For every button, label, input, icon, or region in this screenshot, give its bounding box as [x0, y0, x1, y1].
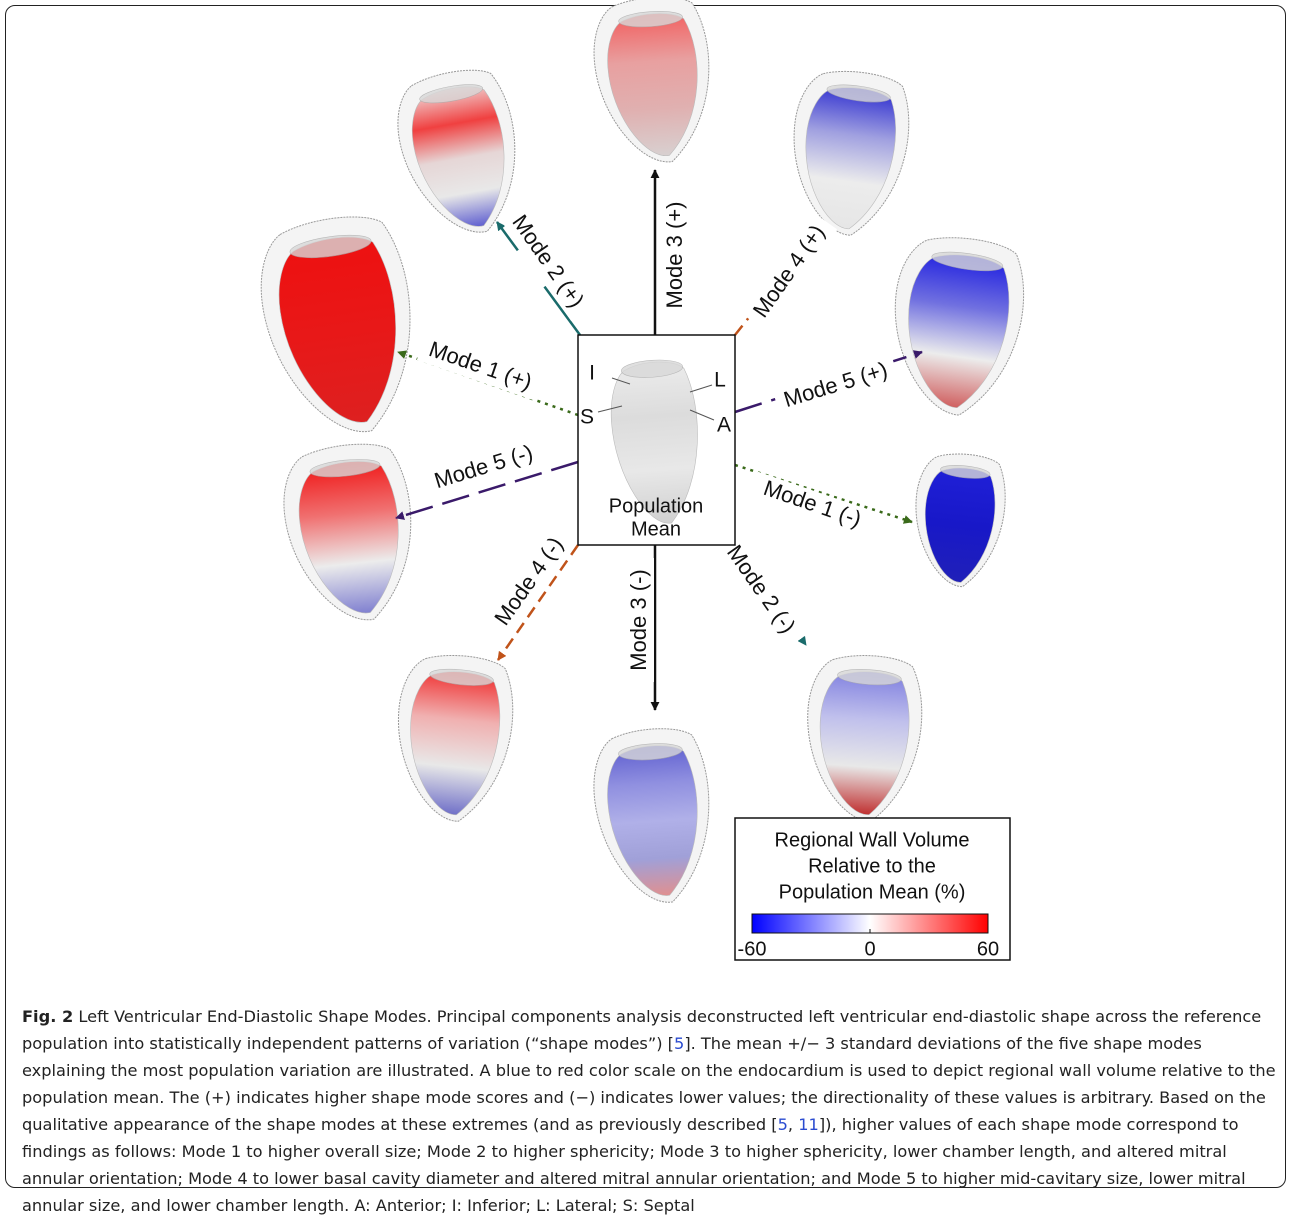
citation: 11 — [798, 1115, 819, 1134]
annulus — [940, 465, 991, 479]
legend-box — [734, 817, 1011, 961]
label-backdrop — [416, 333, 544, 401]
annulus — [826, 84, 891, 103]
label-backdrop — [742, 213, 838, 331]
caption-text: ]. The mean +/− 3 standard deviations of… — [22, 1034, 1276, 1134]
annulus — [309, 459, 381, 478]
center-label: Mean — [631, 518, 681, 540]
annulus — [837, 669, 902, 686]
label-backdrop — [499, 203, 595, 321]
mode-label: Mode 1 (-) — [761, 475, 865, 532]
caption-label: Fig. 2 — [22, 1007, 74, 1026]
leader-line — [689, 409, 715, 421]
annulus — [618, 743, 683, 761]
center-box — [577, 334, 736, 546]
mode-arrow — [395, 460, 579, 520]
mode-label: Mode 3 (+) — [662, 202, 687, 309]
ventricle-model — [593, 728, 710, 903]
legend-title: Population Mean (%) — [779, 881, 966, 903]
ventricle-model — [807, 655, 923, 822]
annulus — [931, 251, 1004, 272]
mode-label: Mode 5 (-) — [431, 440, 535, 494]
mode-label: Mode 5 (+) — [781, 357, 891, 412]
colorbar-tick-label: 60 — [977, 938, 999, 960]
ventricle-model — [260, 216, 411, 433]
caption-text: Left Ventricular End-Diastolic Shape Mod… — [22, 1007, 1262, 1053]
label-backdrop — [626, 558, 654, 682]
mode-arrow — [734, 463, 913, 524]
mode-label: Mode 3 (-) — [626, 569, 651, 670]
endocardium — [819, 671, 910, 816]
label-backdrop — [748, 471, 876, 539]
orientation-label: I — [589, 362, 595, 385]
annulus — [289, 234, 372, 259]
ventricle-model — [397, 69, 516, 233]
mode-arrow — [495, 221, 582, 336]
ventricle-model — [397, 654, 514, 822]
ventricle-model — [793, 71, 910, 236]
citation: 5 — [674, 1034, 685, 1053]
leader-line — [689, 384, 713, 393]
orientation-label: L — [714, 369, 726, 392]
colorbar-tick-label: 0 — [864, 938, 875, 960]
label-backdrop — [662, 193, 690, 317]
page: Mode 3 (+) Mode 3 (-) Mode 2 (+) Mode 2 (-)… — [5, 0, 1286, 1215]
legend-title: Regional Wall Volume — [775, 829, 970, 851]
legend-title: Relative to the — [808, 855, 936, 877]
figure: Mode 3 (+) Mode 3 (-) Mode 2 (+) Mode 2 (-)… — [260, 0, 1025, 961]
leader-line — [597, 405, 623, 413]
mode-label: Mode 2 (+) — [507, 210, 589, 312]
annulus — [429, 668, 494, 686]
ventricle-model — [915, 453, 1006, 588]
annulus — [618, 11, 683, 28]
citation: 5 — [777, 1115, 788, 1134]
ventricle-model — [610, 359, 698, 524]
center-label: Population — [609, 495, 704, 517]
mode-label: Mode 4 (+) — [748, 220, 830, 322]
colorbar-tick-label: -60 — [738, 938, 767, 960]
mode-label: Mode 2 (-) — [722, 540, 801, 637]
orientation-label: S — [580, 406, 594, 429]
caption: Fig. 2 Left Ventricular End-Diastolic Sh… — [22, 1003, 1277, 1219]
label-backdrop — [712, 531, 808, 649]
ventricle-model — [593, 0, 710, 163]
label-backdrop — [482, 523, 578, 641]
mode-arrow — [496, 544, 580, 661]
ventricle-model — [283, 443, 412, 621]
label-backdrop — [772, 354, 900, 418]
label-backdrop — [420, 436, 548, 500]
orientation-label: A — [717, 414, 731, 437]
mode-label: Mode 1 (+) — [426, 336, 535, 394]
annulus — [419, 84, 484, 104]
caption-text: , — [787, 1115, 799, 1134]
annulus — [621, 359, 683, 378]
leader-line — [611, 377, 631, 385]
ventricle-model — [894, 237, 1025, 416]
